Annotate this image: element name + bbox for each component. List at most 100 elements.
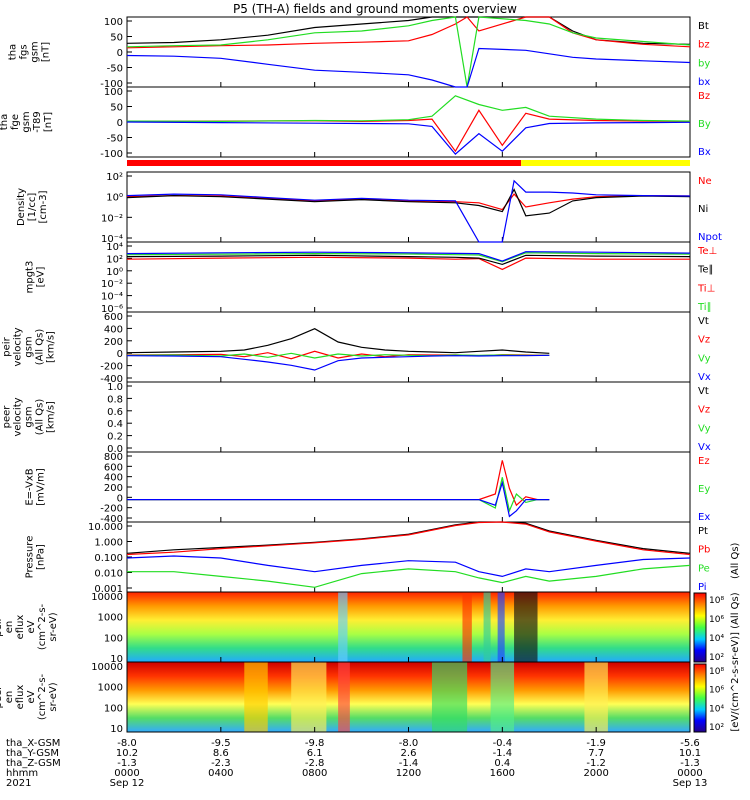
legend-label: Ne bbox=[698, 176, 712, 187]
y-tick-label: 10⁻⁴ bbox=[101, 292, 123, 303]
panel-frame bbox=[126, 381, 691, 453]
panel-0: 100 50 0 -50 -100 tha fgs gsm [nT] Bt bz by bx bbox=[8, 17, 711, 90]
y-axis-label: [nT] bbox=[41, 42, 52, 62]
legend-label: Te∥ bbox=[697, 265, 714, 276]
x-tick-label: 0000 bbox=[114, 768, 139, 779]
x-tick-label: 2000 bbox=[583, 768, 608, 779]
x-axis-labels: tha_X-GSM -8.0 -9.5 -9.8 -8.0 -0.4 -1.9 -5.6 tha… bbox=[6, 738, 707, 789]
colorbar-tick-label: 10⁴ bbox=[709, 634, 724, 644]
y-tick-label: 100 bbox=[104, 633, 123, 644]
y-tick-label: 0.6 bbox=[107, 407, 123, 418]
x-axis-row-label: tha_X-GSM bbox=[6, 738, 60, 749]
legend-label: Vt bbox=[698, 386, 709, 397]
colorbar-top bbox=[693, 592, 707, 663]
series-line bbox=[126, 521, 691, 556]
x-axis-row-label: 2021 bbox=[6, 778, 31, 789]
legend-label: Bt bbox=[698, 21, 709, 32]
colorbar-tick-label: 10² bbox=[709, 653, 724, 663]
legend-label: Vz bbox=[698, 405, 710, 416]
y-tick-label: 10000 bbox=[91, 662, 123, 673]
x-tick-label: -1.3 bbox=[680, 758, 700, 769]
legend-label: Vz bbox=[698, 335, 710, 346]
x-tick-label: -1.9 bbox=[586, 738, 606, 749]
series-line bbox=[126, 354, 550, 371]
y-axis-label: gsm bbox=[21, 111, 32, 132]
spectrogram-band bbox=[490, 662, 515, 732]
legend-label: Ni bbox=[698, 204, 708, 215]
y-axis-label: eV bbox=[26, 620, 37, 633]
y-axis-label: gsm bbox=[24, 406, 35, 427]
spectrogram-band bbox=[514, 592, 538, 662]
y-axis-label: gsm bbox=[30, 41, 41, 62]
y-axis-label: sr-eV) bbox=[48, 682, 59, 711]
y-tick-label: 0.8 bbox=[107, 394, 123, 405]
frame-0 bbox=[126, 16, 691, 88]
legend-label: Ez bbox=[698, 456, 710, 467]
series-line bbox=[126, 352, 550, 359]
y-axis-label: [eV] bbox=[36, 267, 47, 288]
y-tick-label: -50 bbox=[107, 64, 123, 75]
series-line bbox=[127, 564, 691, 588]
y-axis-label: fge bbox=[10, 114, 21, 130]
y-tick-label: 800 bbox=[104, 452, 123, 463]
y-tick-label: 400 bbox=[104, 473, 123, 484]
panel-frame bbox=[126, 171, 691, 243]
series-line bbox=[127, 477, 550, 513]
legend-label: Ey bbox=[698, 484, 710, 495]
series-line bbox=[126, 193, 691, 211]
x-tick-label: -0.4 bbox=[493, 738, 513, 749]
y-tick-label: 0 bbox=[117, 48, 123, 59]
y-tick-label: 10⁻² bbox=[101, 213, 123, 224]
colorbar-tick-label: 10⁸ bbox=[709, 667, 724, 677]
y-axis-label: peir bbox=[0, 616, 4, 636]
x-tick-label: -1.2 bbox=[586, 758, 606, 769]
y-tick-label: -100 bbox=[100, 149, 123, 160]
colorbar-tick-label: 10⁸ bbox=[709, 596, 724, 606]
frame-7 bbox=[126, 521, 691, 593]
legend-label: By bbox=[698, 119, 711, 130]
series-line bbox=[127, 480, 550, 518]
frame-5 bbox=[126, 381, 691, 453]
spectrogram-band bbox=[338, 592, 348, 662]
y-tick-label: 100 bbox=[104, 17, 123, 28]
y-tick-label: 0.4 bbox=[107, 419, 123, 430]
y-tick-label: 10² bbox=[106, 254, 123, 265]
legend-label: Vx bbox=[698, 372, 711, 383]
series-line bbox=[126, 16, 691, 88]
legend-label: Vy bbox=[698, 423, 711, 434]
spectrogram-band bbox=[584, 662, 608, 732]
y-tick-label: -50 bbox=[107, 134, 123, 145]
y-tick-label: 0.100 bbox=[94, 553, 123, 564]
mode-bar-slow bbox=[127, 160, 522, 166]
y-axis-label: (All Qs) bbox=[35, 329, 46, 366]
x-tick-label: -2.8 bbox=[305, 758, 325, 769]
y-axis-label: [km/s] bbox=[46, 331, 57, 363]
x-tick-label: Sep 12 bbox=[110, 778, 145, 789]
series-line bbox=[126, 328, 550, 354]
series-line bbox=[126, 251, 691, 262]
y-tick-label: 400 bbox=[104, 324, 123, 335]
x-tick-label: -1.4 bbox=[493, 748, 513, 759]
series-line bbox=[126, 121, 691, 155]
x-tick-label: 1200 bbox=[396, 768, 421, 779]
panel-frame bbox=[126, 311, 691, 383]
panel-9: 10000100010010thapeerenefluxeV(cm^2-s-sr… bbox=[0, 662, 132, 735]
y-tick-label: 10⁻⁴ bbox=[101, 234, 123, 245]
y-axis-label: peir bbox=[2, 336, 13, 356]
x-tick-label: 0000 bbox=[677, 768, 702, 779]
y-tick-label: 1000 bbox=[98, 683, 123, 694]
frame-2 bbox=[126, 171, 691, 243]
spectrogram-9 bbox=[127, 662, 690, 732]
x-tick-label: 2.6 bbox=[401, 748, 417, 759]
y-tick-label: 200 bbox=[104, 483, 123, 494]
panel-frame bbox=[126, 16, 691, 88]
spectrogram-band bbox=[462, 592, 472, 662]
y-axis-label: Pressure bbox=[25, 536, 36, 579]
spectrogram-band bbox=[291, 662, 327, 732]
legend-label: Ex bbox=[698, 512, 710, 523]
series-line bbox=[127, 460, 550, 507]
spectrogram-band bbox=[497, 592, 505, 662]
spectrogram-band bbox=[483, 592, 491, 662]
